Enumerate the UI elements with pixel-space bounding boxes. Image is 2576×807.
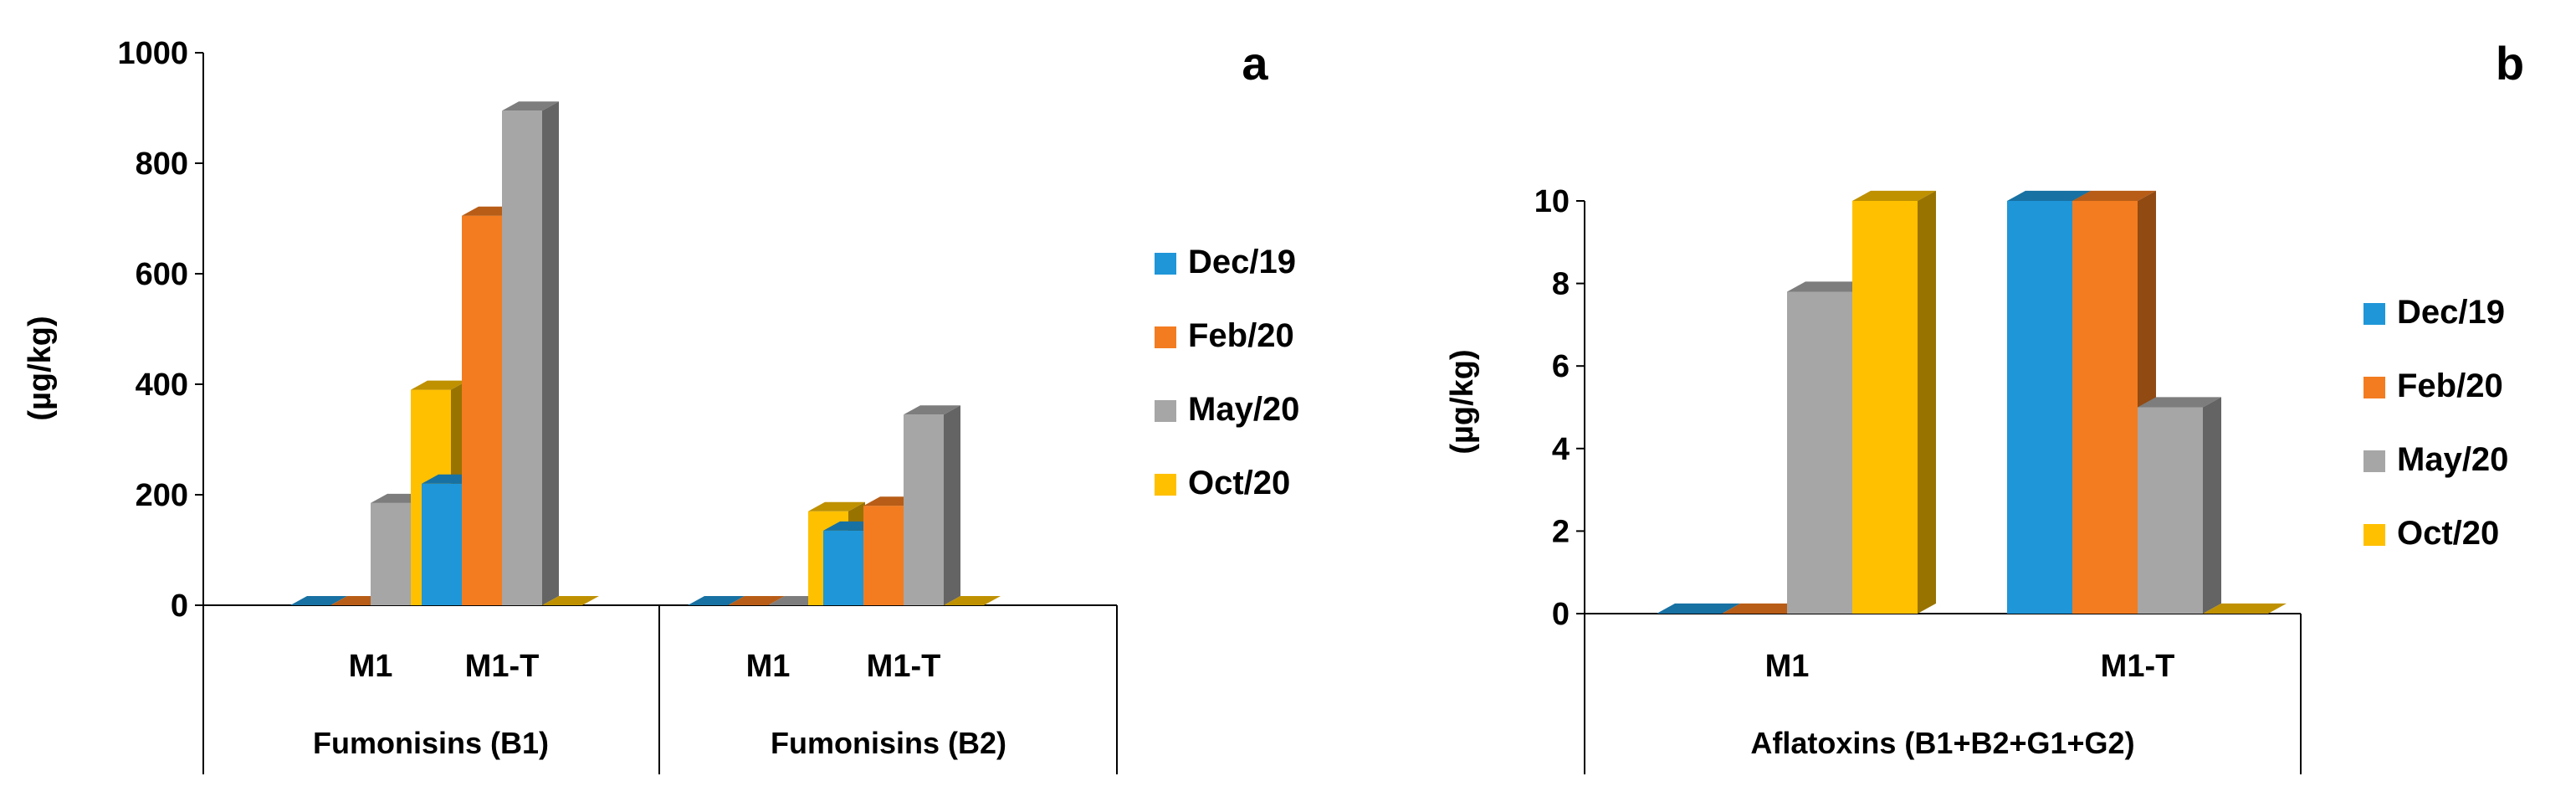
x-group-label: Fumonisins (B2) bbox=[771, 726, 1006, 760]
bar-b-May20-0 bbox=[1787, 291, 1852, 614]
legend-swatch bbox=[1155, 326, 1176, 348]
bar-top-face bbox=[944, 596, 1001, 605]
bar-side-face bbox=[542, 101, 559, 606]
bar-top-face bbox=[502, 101, 559, 111]
legend-swatch bbox=[2363, 303, 2385, 325]
bar-side-face bbox=[2203, 397, 2221, 614]
bar-top-face bbox=[1852, 190, 1936, 201]
legend-swatch bbox=[1155, 400, 1176, 422]
bar-top-face bbox=[290, 596, 347, 605]
bar-a-Dec19-3 bbox=[823, 530, 863, 605]
y-tick-label: 0 bbox=[171, 589, 188, 624]
bar-b-Oct20-0 bbox=[1852, 201, 1918, 614]
legend-label: Feb/20 bbox=[2397, 368, 2503, 404]
bar-top-face bbox=[2203, 603, 2287, 614]
y-tick-label: 800 bbox=[136, 146, 188, 182]
panel-b-ylabel: (µg/kg) bbox=[1445, 349, 1480, 454]
legend-label: May/20 bbox=[1188, 391, 1299, 428]
bar-top-face bbox=[728, 596, 785, 605]
legend-label: Dec/19 bbox=[1188, 244, 1296, 280]
y-tick-label: 4 bbox=[1552, 432, 1570, 467]
y-tick-label: 2 bbox=[1552, 514, 1570, 549]
legend-label: Dec/19 bbox=[2397, 294, 2505, 331]
x-category-label: M1-T bbox=[465, 649, 540, 684]
y-tick-label: 8 bbox=[1552, 267, 1570, 302]
legend-label: Oct/20 bbox=[2397, 515, 2499, 552]
bar-top-face bbox=[2138, 397, 2221, 408]
y-tick-label: 1000 bbox=[117, 36, 188, 71]
bar-a-May20-0 bbox=[371, 502, 411, 605]
x-category-label: M1-T bbox=[867, 649, 941, 684]
bar-top-face bbox=[1787, 281, 1871, 292]
bar-top-face bbox=[1657, 603, 1740, 614]
x-group-label: Fumonisins (B1) bbox=[313, 726, 549, 760]
panel-b-label: b bbox=[2496, 37, 2524, 90]
bar-a-May20-1 bbox=[502, 111, 542, 606]
y-tick-label: 600 bbox=[136, 257, 188, 292]
legend-label: Oct/20 bbox=[1188, 465, 1290, 501]
legend-swatch bbox=[1155, 474, 1176, 496]
legend-swatch bbox=[2363, 450, 2385, 472]
bar-top-face bbox=[2072, 190, 2156, 201]
x-category-label: M1 bbox=[349, 649, 393, 684]
x-group-label: Aflatoxins (B1+B2+G1+G2) bbox=[1750, 726, 2134, 760]
bar-top-face bbox=[2007, 190, 2091, 201]
legend-swatch bbox=[1155, 253, 1176, 275]
y-tick-label: 6 bbox=[1552, 349, 1570, 384]
y-tick-label: 400 bbox=[136, 368, 188, 403]
panel-b-plot: 0 2 4 6 8 10 M1 M1-T Aflatoxins (B1+B2+G1+G2) Dec… bbox=[1534, 184, 2508, 774]
bar-a-Dec19-1 bbox=[422, 483, 462, 605]
bar-top-face bbox=[542, 596, 599, 605]
bar-a-May20-3 bbox=[904, 414, 944, 605]
bar-top-face bbox=[904, 405, 960, 415]
bar-a-Feb20-1 bbox=[462, 215, 502, 605]
legend-swatch bbox=[2363, 377, 2385, 398]
bar-top-face bbox=[1722, 603, 1805, 614]
bar-top-face bbox=[411, 380, 468, 390]
bar-b-Feb20-1 bbox=[2072, 201, 2138, 614]
y-tick-label: 200 bbox=[136, 478, 188, 513]
bar-top-face bbox=[808, 501, 865, 511]
bar-top-face bbox=[688, 596, 745, 605]
legend-swatch bbox=[2363, 524, 2385, 546]
y-tick-label: 10 bbox=[1534, 184, 1570, 219]
x-category-label: M1 bbox=[746, 649, 791, 684]
y-tick-label: 0 bbox=[1552, 597, 1570, 632]
x-category-label: M1-T bbox=[2101, 649, 2175, 684]
bar-b-May20-1 bbox=[2138, 407, 2203, 614]
legend-label: Feb/20 bbox=[1188, 317, 1294, 354]
panel-a-plot: 0 200 400 600 800 1000 M1 M1-T M1 M1-T Fumonisins … bbox=[117, 36, 1299, 774]
bar-side-face bbox=[1918, 190, 1936, 614]
bar-side-face bbox=[944, 405, 960, 605]
panel-a-label: a bbox=[1242, 37, 1268, 90]
bar-a-Feb20-3 bbox=[863, 506, 904, 605]
panel-a-ylabel: (µg/kg) bbox=[23, 316, 58, 420]
legend-label: May/20 bbox=[2397, 441, 2508, 478]
bar-b-Dec19-1 bbox=[2007, 201, 2072, 614]
x-category-label: M1 bbox=[1765, 649, 1810, 684]
